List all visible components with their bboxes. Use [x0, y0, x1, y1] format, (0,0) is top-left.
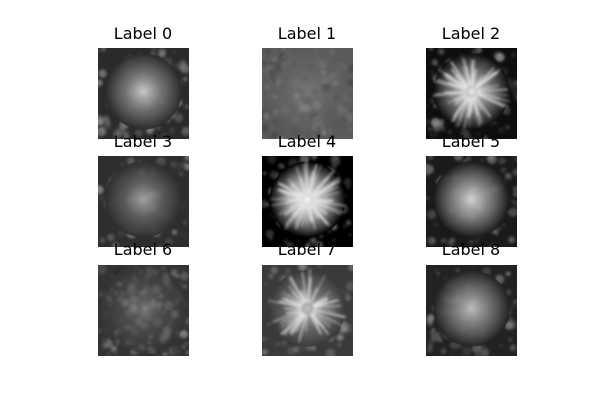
grayscale-image-panel [262, 265, 353, 356]
panel-title: Label 7 [277, 240, 337, 259]
grayscale-image-panel [98, 48, 189, 139]
grayscale-image-panel [98, 156, 189, 247]
grayscale-image-panel [426, 156, 517, 247]
panel-title: Label 0 [113, 24, 173, 43]
grayscale-image-panel [262, 156, 353, 247]
panel-title: Label 3 [113, 132, 173, 151]
grayscale-image-panel [426, 265, 517, 356]
panel-title: Label 1 [277, 24, 337, 43]
panel-title: Label 6 [113, 240, 173, 259]
panel-title: Label 2 [441, 24, 501, 43]
panel-title: Label 4 [277, 132, 337, 151]
grayscale-image-panel [262, 48, 353, 139]
panel-title: Label 5 [441, 132, 501, 151]
grayscale-image-panel [98, 265, 189, 356]
panel-title: Label 8 [441, 240, 501, 259]
grayscale-image-panel [426, 48, 517, 139]
